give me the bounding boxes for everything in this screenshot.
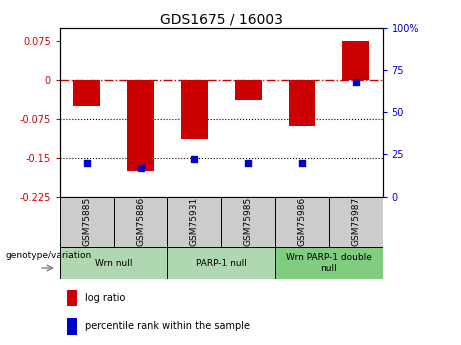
Text: GSM75886: GSM75886 <box>136 197 145 246</box>
Text: GSM75987: GSM75987 <box>351 197 360 246</box>
Bar <box>275 197 329 247</box>
Title: GDS1675 / 16003: GDS1675 / 16003 <box>160 12 283 27</box>
Point <box>191 157 198 162</box>
Bar <box>114 197 167 247</box>
Bar <box>329 197 383 247</box>
Bar <box>60 197 114 247</box>
Bar <box>235 80 261 100</box>
Text: GSM75986: GSM75986 <box>297 197 307 246</box>
Bar <box>167 197 221 247</box>
Bar <box>342 41 369 80</box>
Text: Wrn null: Wrn null <box>95 258 132 268</box>
Bar <box>275 247 383 279</box>
Point <box>352 79 360 85</box>
Text: genotype/variation: genotype/variation <box>6 252 92 260</box>
Text: Wrn PARP-1 double
null: Wrn PARP-1 double null <box>286 253 372 273</box>
Bar <box>127 80 154 171</box>
Text: PARP-1 null: PARP-1 null <box>196 258 247 268</box>
Bar <box>73 80 100 106</box>
Text: GSM75885: GSM75885 <box>83 197 91 246</box>
Text: log ratio: log ratio <box>85 293 125 303</box>
Text: GSM75985: GSM75985 <box>244 197 253 246</box>
Bar <box>60 247 167 279</box>
Text: GSM75931: GSM75931 <box>190 197 199 246</box>
Bar <box>181 80 208 139</box>
Bar <box>289 80 315 126</box>
Point <box>83 160 90 166</box>
Bar <box>167 247 275 279</box>
Text: percentile rank within the sample: percentile rank within the sample <box>85 321 250 331</box>
Bar <box>221 197 275 247</box>
Point <box>244 160 252 166</box>
Bar <box>67 290 77 306</box>
Point <box>137 165 144 171</box>
Bar <box>67 318 77 335</box>
Point <box>298 160 306 166</box>
